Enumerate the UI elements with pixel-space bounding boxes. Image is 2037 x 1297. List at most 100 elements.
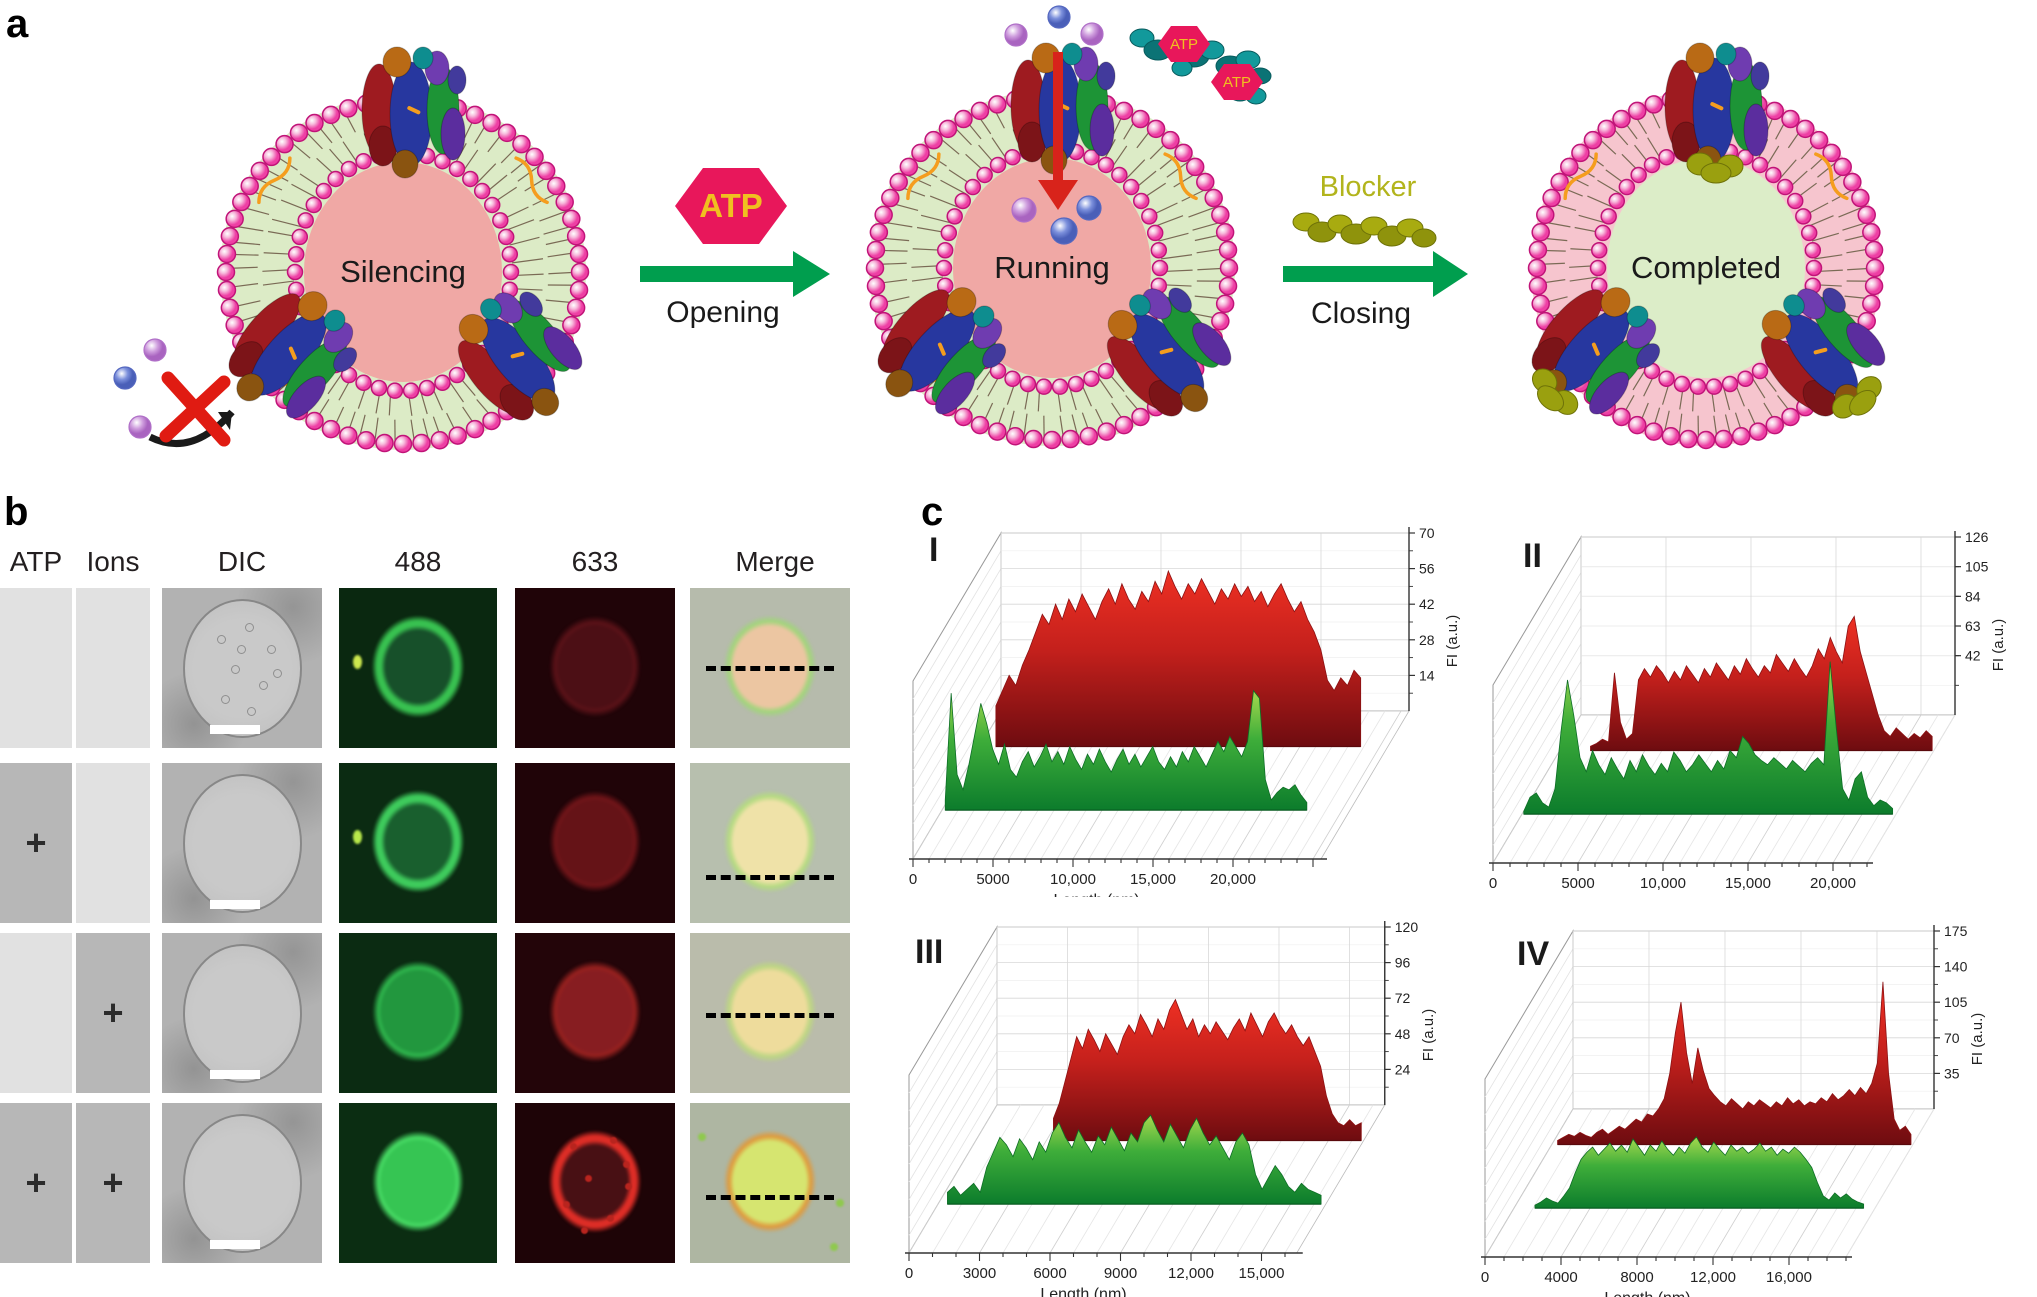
lipid-head xyxy=(220,226,240,246)
chart-roman-label: IV xyxy=(1517,935,1549,973)
lipid-head xyxy=(525,147,544,167)
lipid-head xyxy=(1185,157,1205,177)
atp-badge-text: ATP xyxy=(699,187,763,224)
lipid-head xyxy=(1583,130,1603,150)
lipid-head xyxy=(1215,294,1235,314)
motor-atp-text: ATP xyxy=(1170,36,1198,53)
z-tick-label: 24 xyxy=(1395,1061,1411,1077)
lipid-head xyxy=(482,113,501,133)
lipid-head xyxy=(1765,101,1784,121)
column-header-atp: ATP xyxy=(9,546,63,577)
profile-line xyxy=(706,666,834,671)
left-wall xyxy=(912,531,1002,861)
membrane-squiggle xyxy=(257,156,292,205)
lipid-head xyxy=(536,161,556,181)
lipid-head xyxy=(482,411,501,431)
bright-speck xyxy=(353,830,363,845)
lipid-head xyxy=(946,208,963,225)
lipid-head xyxy=(1679,429,1698,449)
red-fluorescence-profile xyxy=(1557,981,1912,1145)
lipid-head xyxy=(1795,208,1812,225)
lipid-head xyxy=(1196,172,1215,192)
panel-b-microscopy-grid: ATP Ions DIC 488 633 Merge + + + + xyxy=(0,0,900,1297)
opening-arrow xyxy=(640,251,830,297)
lipid-head xyxy=(1612,109,1631,129)
blocker-label: Blocker xyxy=(1320,171,1417,203)
lipid-head xyxy=(964,178,982,196)
blocker-cap xyxy=(1700,162,1732,184)
column-header-merge: Merge xyxy=(735,546,815,577)
lipid-head xyxy=(297,212,314,229)
x-tick-label: 4000 xyxy=(1544,1269,1577,1286)
red-cross xyxy=(159,375,231,443)
silencing-channel-top xyxy=(361,46,467,179)
633-vesicle xyxy=(532,597,658,736)
lipid-head xyxy=(1857,205,1876,225)
lipid-head xyxy=(938,119,958,139)
z-tick-label: 70 xyxy=(1419,525,1435,541)
lipid-head xyxy=(1658,370,1675,388)
lipid-head xyxy=(1751,362,1769,380)
lipid-head xyxy=(1550,172,1569,192)
633-vesicle xyxy=(532,942,658,1081)
lipid-head xyxy=(220,298,240,318)
lipid-head xyxy=(339,99,358,118)
lipid-head xyxy=(262,147,281,167)
lipid-head xyxy=(1696,430,1716,450)
row4-633-image xyxy=(515,1103,675,1263)
lipid-head xyxy=(386,382,404,399)
row2-633-image xyxy=(515,763,675,923)
lipid-head xyxy=(250,161,270,181)
panel-c-label: c xyxy=(921,490,944,534)
panel-b-label: b xyxy=(4,490,29,534)
lipid-head xyxy=(1714,429,1733,449)
motor-atp-hexagon xyxy=(1211,64,1263,100)
motor-atp-hexagon xyxy=(1158,26,1210,62)
z-tick-label: 28 xyxy=(1419,632,1435,648)
dic-bubble xyxy=(236,645,246,655)
lipid-head xyxy=(1174,143,1193,163)
dic-bubble xyxy=(266,645,276,655)
lipid-head xyxy=(289,123,309,143)
lipid-head xyxy=(866,240,886,260)
dic-bubble xyxy=(230,665,240,675)
x-tick-label: 15,000 xyxy=(1725,875,1771,892)
lipid-head xyxy=(1035,378,1053,395)
x-tick-label: 5000 xyxy=(1561,875,1594,892)
z-tick-label: 84 xyxy=(1965,588,1981,604)
lipid-head xyxy=(1097,362,1115,380)
lipid-head xyxy=(1800,224,1818,242)
dic-vesicle xyxy=(182,599,302,738)
completed-channel-lower-left xyxy=(1531,287,1661,415)
lipid-head xyxy=(1131,109,1150,129)
lipid-head xyxy=(355,152,372,170)
z-axis-title: FI (a.u.) xyxy=(1969,1013,1986,1066)
speckle xyxy=(570,1143,577,1150)
lipid-head xyxy=(340,160,358,178)
lipid-head xyxy=(1748,422,1768,441)
z-tick-label: 96 xyxy=(1395,955,1411,971)
x-tick-label: 0 xyxy=(1489,875,1497,892)
lipid-head xyxy=(1211,311,1230,331)
speckle xyxy=(581,1227,588,1234)
blocked-ion xyxy=(143,338,167,362)
ion-inside xyxy=(1050,217,1078,245)
lipid-head xyxy=(1150,242,1168,259)
lipid-head xyxy=(1024,429,1043,449)
row4-merge-image xyxy=(690,1103,850,1263)
chart-III: 0 3000 6000 9000 12,000 15,000 Length (nm) 24 48… xyxy=(899,897,1469,1297)
lipid-head xyxy=(1600,208,1617,225)
speckle xyxy=(607,1215,614,1222)
floor xyxy=(912,710,1410,860)
lipid-head xyxy=(1097,156,1115,174)
row1-633-image xyxy=(515,588,675,748)
merge-vesicle xyxy=(707,772,833,911)
lipid-head xyxy=(976,166,993,184)
scale-bar xyxy=(210,1069,260,1079)
lipid-head xyxy=(1751,156,1769,174)
lipid-head xyxy=(1805,259,1823,277)
ion-outside xyxy=(1080,22,1104,46)
silencing-lumen xyxy=(304,162,502,382)
z-tick-label: 120 xyxy=(1395,919,1419,935)
lipid-head xyxy=(305,411,324,431)
